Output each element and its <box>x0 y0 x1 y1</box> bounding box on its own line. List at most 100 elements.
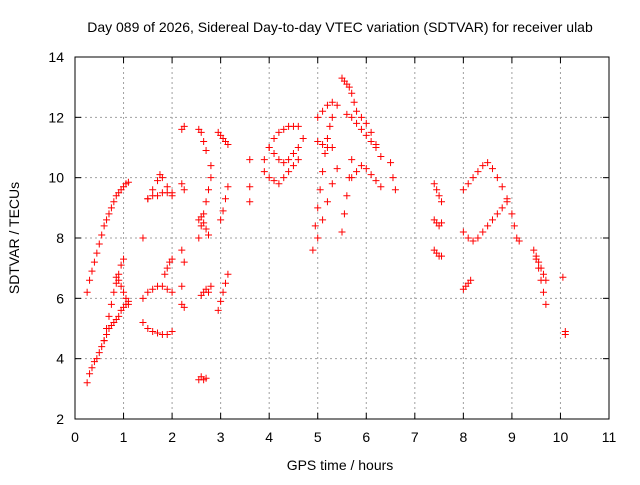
data-point <box>372 140 380 148</box>
data-point <box>83 379 91 387</box>
x-axis-label: GPS time / hours <box>287 457 394 473</box>
data-point <box>353 168 361 176</box>
data-point <box>438 198 446 206</box>
data-point <box>294 122 302 130</box>
data-points <box>83 74 569 387</box>
data-point <box>100 337 108 345</box>
data-point <box>350 98 358 106</box>
data-point <box>107 300 115 308</box>
data-point <box>178 282 186 290</box>
data-point <box>387 159 395 167</box>
data-point <box>202 374 210 382</box>
data-point <box>488 216 496 224</box>
data-point <box>115 312 123 320</box>
data-point <box>224 270 232 278</box>
data-point <box>474 234 482 242</box>
data-point <box>353 119 361 127</box>
data-point <box>207 174 215 182</box>
data-point <box>328 144 336 151</box>
series-band-1.5 <box>144 189 176 203</box>
x-tick-label: 2 <box>168 429 176 445</box>
data-point <box>498 204 506 212</box>
data-point <box>144 325 152 332</box>
data-point <box>217 216 225 224</box>
data-point <box>180 258 188 266</box>
data-point <box>340 210 348 218</box>
x-tick-label: 11 <box>602 429 617 445</box>
series-high-rise <box>83 178 132 296</box>
data-point <box>309 246 317 254</box>
data-point <box>139 294 147 302</box>
data-point <box>515 237 523 245</box>
data-point <box>532 252 540 260</box>
data-point <box>498 183 506 191</box>
data-point <box>161 270 169 278</box>
data-point <box>333 101 341 109</box>
data-point <box>493 210 501 218</box>
x-tick-label: 4 <box>265 429 273 445</box>
data-point <box>115 276 123 284</box>
data-point <box>202 147 210 155</box>
x-tick-label: 6 <box>362 429 370 445</box>
series-low-2.6 <box>197 282 215 299</box>
data-point <box>433 186 441 194</box>
data-point <box>163 183 171 191</box>
data-point <box>467 276 475 284</box>
data-point <box>367 171 375 179</box>
data-point <box>221 279 229 287</box>
data-point <box>120 288 128 296</box>
data-point <box>372 177 380 185</box>
data-point <box>539 270 547 278</box>
data-point <box>178 180 186 188</box>
data-point <box>484 159 492 167</box>
x-tick-label: 1 <box>120 429 128 445</box>
series-cluster-2.6 <box>195 213 212 239</box>
data-point <box>202 225 210 233</box>
data-point <box>205 288 212 296</box>
data-point <box>321 150 329 158</box>
series-iso-3.6 <box>246 156 254 206</box>
data-point <box>110 198 118 206</box>
grid <box>75 57 609 419</box>
data-point <box>103 216 111 224</box>
data-point <box>275 180 283 188</box>
data-point <box>93 249 101 257</box>
data-point <box>285 156 293 164</box>
data-point <box>139 234 147 242</box>
data-point <box>219 288 227 296</box>
data-point <box>438 252 446 260</box>
data-point <box>205 231 212 239</box>
data-point <box>357 125 365 133</box>
data-point <box>539 288 547 296</box>
series-arc-8.4 <box>459 159 511 203</box>
data-point <box>348 89 356 97</box>
data-point <box>93 355 101 363</box>
series-mid-rise <box>100 255 128 345</box>
series-top-2.6 <box>195 125 215 170</box>
data-point <box>200 219 208 227</box>
data-point <box>122 294 130 302</box>
data-point <box>275 156 283 164</box>
data-point <box>503 198 511 206</box>
series-arc-8.4b <box>459 198 511 245</box>
data-point <box>154 329 162 337</box>
data-point <box>105 210 113 218</box>
data-point <box>217 297 225 305</box>
data-point <box>559 273 567 281</box>
x-tick-label: 3 <box>217 429 225 445</box>
data-point <box>158 282 166 290</box>
data-point <box>348 156 356 164</box>
data-point <box>265 144 273 151</box>
y-tick-label: 12 <box>48 109 64 125</box>
data-point <box>154 192 162 200</box>
data-point <box>163 331 171 339</box>
data-point <box>430 180 438 188</box>
series-grp-7.4 <box>430 180 446 206</box>
series-loop-4.0c <box>265 134 307 167</box>
series-low-rise <box>83 297 132 387</box>
data-point <box>561 331 569 339</box>
series-low-3.0 <box>214 270 232 314</box>
data-point <box>299 134 307 142</box>
data-point <box>464 234 472 242</box>
data-point <box>221 195 229 203</box>
